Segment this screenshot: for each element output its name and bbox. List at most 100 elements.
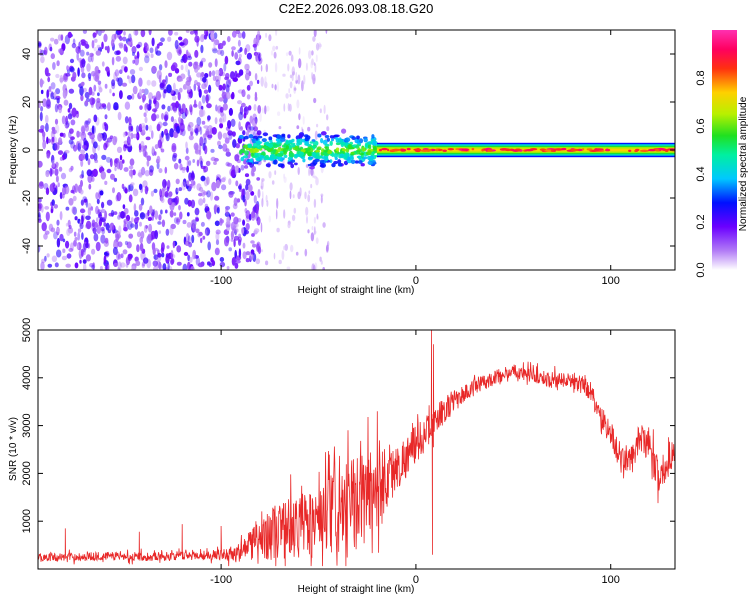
heatmap-cell [206,103,212,109]
heatmap-cell [278,126,282,130]
heatmap-cell [151,80,157,87]
heatmap-cell [45,211,50,222]
heatmap-cell [140,122,146,129]
heatmap-cell [293,87,297,91]
heatmap-cell [104,210,107,220]
heatmap-cell [42,98,47,107]
heatmap-cell [43,233,48,240]
heatmap-cell [117,261,122,270]
heatmap-cell [38,42,42,47]
heatmap-cell [139,212,146,220]
heatmap-cell [277,147,282,150]
heatmap-cell [191,180,196,186]
heatmap-cell [44,206,50,210]
heatmap-cell [152,108,158,113]
heatmap-cell [235,180,239,187]
heatmap-cell [60,34,64,41]
heatmap-cell [151,113,157,122]
heatmap-cell [307,126,311,132]
heatmap-cell [211,260,216,267]
heatmap-cell [326,126,330,132]
heatmap-cell [186,180,190,186]
heatmap-cell [310,167,314,176]
heatmap-cell [218,97,224,102]
heatmap-cell [191,170,195,179]
heatmap-cell [79,86,84,96]
heatmap-cell [51,154,55,164]
heatmap-cell [40,261,45,270]
heatmap-cell [285,52,289,57]
figure-title: C2E2.2026.093.08.18.G20 [279,1,434,16]
heatmap-cell [157,263,163,270]
heatmap-cell [265,63,268,73]
heatmap-cell [316,215,319,220]
heatmap-cell [372,146,377,151]
heatmap-cell [183,251,189,256]
heatmap-cell [87,55,92,63]
heatmap-cell [41,258,46,264]
heatmap-cell [65,263,71,268]
heatmap-cell [99,266,103,270]
heatmap-cell [114,230,121,241]
heatmap-cell [372,140,376,145]
heatmap-cell [79,139,83,147]
heatmap-cell [253,104,257,112]
heatmap-cell [80,125,86,133]
heatmap-cell [304,143,309,146]
heatmap-cell [103,33,108,43]
heatmap-cell [200,221,205,227]
snr-series [38,330,675,567]
heatmap-cell [282,73,286,77]
heatmap-cell [265,194,268,203]
heatmap-cell [226,266,230,270]
heatmap-cell [81,170,84,179]
heatmap-cell [178,187,183,192]
heatmap-cell [53,91,57,98]
heatmap-cell [81,72,86,79]
heatmap-cell [190,131,193,136]
heatmap-cell [91,264,95,270]
heatmap-cell [40,89,44,95]
heatmap-cell [151,130,154,139]
heatmap-cell [79,189,84,195]
heatmap-cell [146,103,152,111]
heatmap-cell [129,69,136,75]
heatmap-cell [78,57,83,63]
heatmap-cell [273,252,276,260]
heatmap-cell [144,116,148,124]
heatmap-cell [322,267,325,270]
heatmap-cell [187,69,190,77]
heatmap-cell [94,221,98,228]
heatmap-cell [214,247,220,256]
heatmap-cell [151,37,155,47]
heatmap-cell [132,85,138,95]
heatmap-cell [85,120,91,126]
heatmap-cell [65,115,68,126]
heatmap-cell [41,222,47,232]
heatmap-cell [46,136,49,145]
heatmap-cell [122,36,127,42]
heatmap-cell [156,155,161,164]
heatmap-cell [160,37,165,42]
heatmap-cell [257,135,263,139]
heatmap-cell [161,130,164,138]
heatmap-cell [104,83,108,89]
heatmap-cell [122,131,127,138]
heatmap-cell [130,74,136,84]
heatmap-cell [128,76,132,84]
heatmap-cell [191,253,196,260]
heatmap-cell [265,32,268,38]
heatmap-cell [43,183,49,190]
heatmap-cell [56,227,60,233]
heatmap-cell [364,142,369,148]
heatmap-cell [54,118,59,125]
heatmap-cell [176,125,180,134]
heatmap-cell [167,179,171,190]
heatmap-cell [344,137,351,143]
heatmap-cell [44,255,47,262]
heatmap-cell [139,88,142,97]
heatmap-cell [76,242,80,250]
heatmap-cell [271,83,274,89]
heatmap-cell [77,67,80,77]
heatmap-cell [91,125,95,135]
